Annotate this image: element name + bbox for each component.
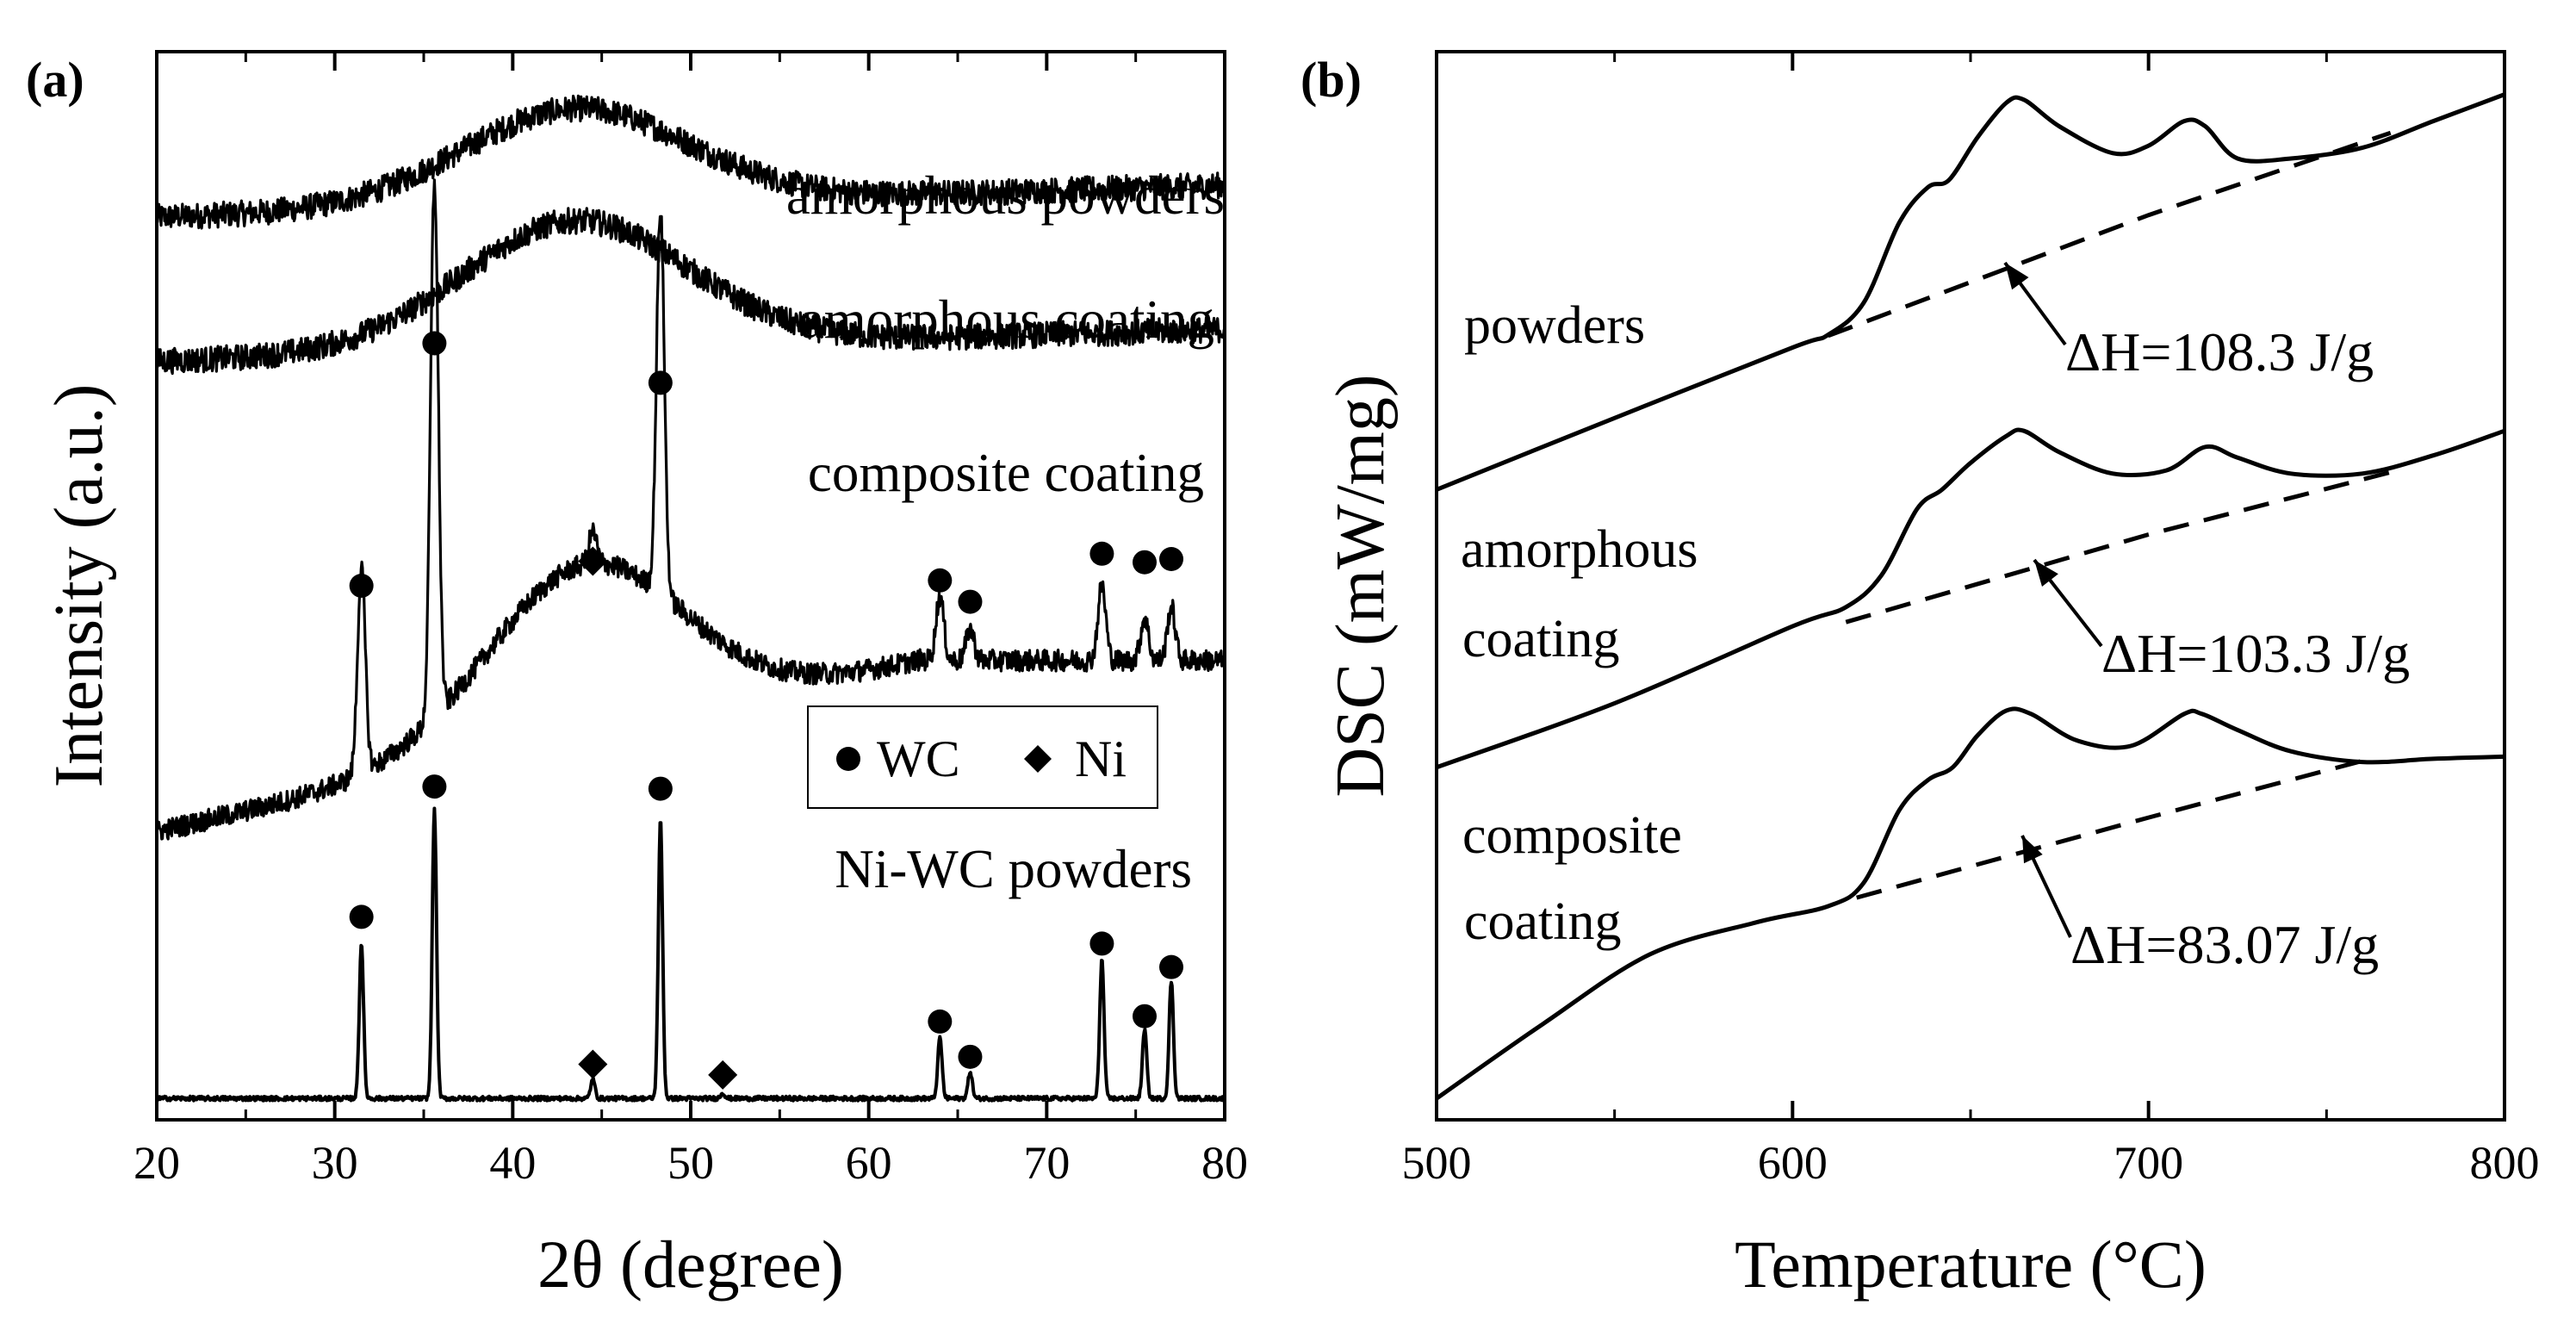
dsc-line-amorphous-coating <box>1436 427 2505 770</box>
x-tick-label-a-60: 60 <box>846 1137 892 1189</box>
panel-a-series-labels: amorphous powders amorphous coating comp… <box>786 165 1225 899</box>
peak-marker-wc-ni-wc-powders-75-5 <box>1133 1004 1157 1029</box>
delta-h-arrowhead-composite-coating <box>2022 836 2043 864</box>
x-tick-label-a-40: 40 <box>489 1137 536 1189</box>
panel-b-ticks: 500 600 700 800 <box>1402 52 2540 1189</box>
peak-marker-wc-composite-coating-75-5 <box>1133 550 1157 575</box>
peak-marker-wc-composite-coating-77 <box>1159 547 1183 571</box>
series-label-amorphous-powders: amorphous powders <box>786 165 1225 226</box>
x-tick-label-b-700: 700 <box>2114 1137 2183 1189</box>
peak-marker-wc-composite-coating-48-3 <box>648 370 673 395</box>
panel-b-series-labels: powders amorphous coating composite coat… <box>1461 296 1698 951</box>
series-label-composite-coating: composite coating <box>808 443 1204 503</box>
dsc-label-amorphous-line2: coating <box>1462 610 1620 668</box>
peak-marker-wc-composite-coating-65-7 <box>958 589 983 614</box>
peak-marker-ni-ni-wc-powders-51-8 <box>708 1060 738 1090</box>
dsc-line-powders <box>1436 92 2505 492</box>
dsc-label-amorphous-line1: amorphous <box>1461 520 1698 579</box>
panel-a-ticks: 20 30 40 50 60 70 80 <box>133 52 1248 1189</box>
peak-marker-wc-composite-coating-35-6 <box>422 331 447 356</box>
legend-ni-label: Ni <box>1075 730 1127 787</box>
panel-a-markers <box>349 331 1183 1090</box>
panel-a-label: (a) <box>26 52 84 108</box>
panel-a-legend: WC Ni <box>807 705 1158 809</box>
peak-marker-wc-ni-wc-powders-48-3 <box>648 776 673 801</box>
x-tick-label-b-500: 500 <box>1402 1137 1472 1189</box>
delta-h-powders: ΔH=108.3 J/g <box>2065 321 2374 382</box>
peak-marker-wc-composite-coating-64 <box>928 568 953 593</box>
dsc-label-powders: powders <box>1464 296 1645 355</box>
panel-b-xlabel: Temperature (°C) <box>1735 1227 2207 1302</box>
panel-b-enthalpy-annotations: ΔH=108.3 J/g ΔH=103.3 J/g ΔH=83.07 J/g <box>2003 261 2410 975</box>
panel-a-series <box>155 94 1226 1103</box>
panel-a-xlabel: 2θ (degree) <box>537 1227 844 1302</box>
peak-marker-wc-ni-wc-powders-31-5 <box>349 904 374 929</box>
x-tick-label-b-600: 600 <box>1758 1137 1828 1189</box>
series-label-ni-wc-powders: Ni-WC powders <box>835 839 1192 899</box>
delta-h-arrows <box>2003 261 2103 938</box>
delta-h-arrowhead-powders <box>2005 263 2029 290</box>
dsc-line-composite-coating <box>1435 706 2505 1101</box>
legend-wc-marker <box>836 747 860 771</box>
panel-b-label: (b) <box>1300 52 1362 108</box>
delta-h-composite-coating: ΔH=83.07 J/g <box>2070 914 2379 975</box>
peak-marker-wc-ni-wc-powders-77 <box>1159 954 1183 979</box>
xrd-line-composite-coating <box>155 178 1226 841</box>
delta-h-amorphous-coating: ΔH=103.3 J/g <box>2101 623 2410 684</box>
peak-marker-wc-composite-coating-31-5 <box>349 574 374 598</box>
series-label-amorphous-coating: amorphous coating <box>800 289 1214 350</box>
peak-marker-wc-composite-coating-73-1 <box>1089 541 1114 566</box>
legend-ni-marker <box>1024 745 1052 773</box>
panel-b-baselines <box>1827 130 2399 900</box>
x-tick-label-a-80: 80 <box>1201 1137 1248 1189</box>
dsc-label-composite-line1: composite <box>1462 806 1682 865</box>
dsc-baseline-composite-coating <box>1856 758 2363 900</box>
xrd-line-ni-wc-powders <box>155 806 1226 1103</box>
x-tick-label-a-20: 20 <box>133 1137 180 1189</box>
delta-h-arrowhead-amorphous-coating <box>2034 560 2058 587</box>
peak-marker-ni-ni-wc-powders-44-5 <box>578 1049 608 1079</box>
panel-b-series <box>1435 92 2505 1101</box>
x-tick-label-a-70: 70 <box>1023 1137 1070 1189</box>
panel-a-xrd-chart: (a) 20 30 40 50 60 70 80 amorphous powders amo… <box>26 50 1248 1302</box>
x-tick-label-b-800: 800 <box>2470 1137 2540 1189</box>
peak-marker-wc-ni-wc-powders-64 <box>928 1009 953 1034</box>
panel-b-ylabel: DSC (mW/mg) <box>1323 374 1399 797</box>
panel-a-ylabel: Intensity (a.u.) <box>41 384 117 788</box>
peak-marker-ni-composite-coating-44-5 <box>578 546 608 576</box>
dsc-baseline-powders <box>1827 130 2392 339</box>
x-tick-label-a-30: 30 <box>312 1137 358 1189</box>
dsc-label-composite-line2: coating <box>1464 892 1622 951</box>
peak-marker-wc-ni-wc-powders-73-1 <box>1089 931 1114 956</box>
x-tick-label-a-50: 50 <box>667 1137 714 1189</box>
xrd-line-amorphous-coating <box>155 207 1226 376</box>
peak-marker-wc-ni-wc-powders-35-6 <box>422 774 447 799</box>
panel-b-dsc-chart: (b) 500 600 700 800 powders amorphous coati… <box>1300 50 2540 1302</box>
dsc-baseline-amorphous-coating <box>1845 468 2399 625</box>
legend-wc-label: WC <box>877 730 960 787</box>
peak-marker-wc-ni-wc-powders-65-7 <box>958 1044 983 1069</box>
xrd-line-amorphous-powders <box>155 94 1226 230</box>
legend-box <box>807 705 1158 809</box>
